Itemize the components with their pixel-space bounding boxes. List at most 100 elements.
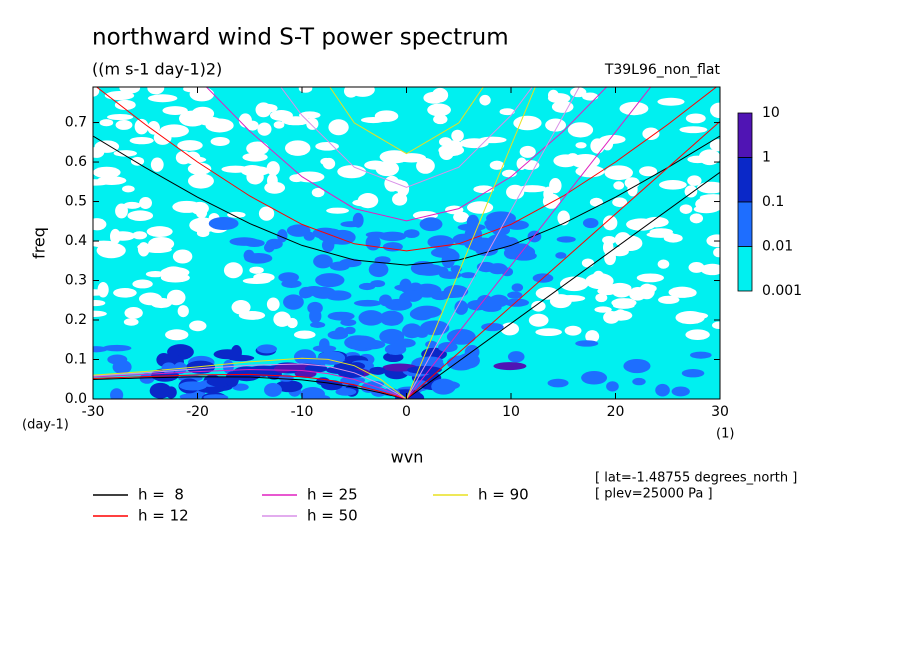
contour-blob — [300, 387, 326, 399]
contour-blob — [203, 394, 229, 399]
contour-blob — [404, 326, 422, 333]
contour-blob — [286, 317, 298, 329]
contour-blob — [299, 111, 321, 119]
contour-blob — [93, 240, 118, 248]
contour-blob — [655, 383, 670, 397]
contour-blob — [531, 300, 546, 312]
contour-blob — [626, 218, 657, 231]
contour-blob — [344, 335, 372, 350]
contour-blob — [604, 165, 633, 181]
contour-blob — [570, 87, 587, 98]
contour-blob — [657, 97, 685, 106]
contour-blob — [114, 99, 136, 111]
contour-blob — [93, 299, 106, 307]
contour-blob — [412, 305, 442, 319]
contour-blob — [172, 249, 193, 264]
contour-blob — [473, 185, 495, 194]
contour-blob — [340, 376, 366, 384]
contour-blob — [467, 201, 494, 214]
contour-field — [93, 87, 720, 399]
contour-blob — [460, 272, 476, 279]
contour-blob — [102, 344, 132, 352]
contour-blob — [709, 139, 720, 152]
legend-label: h = 25 — [307, 486, 358, 504]
dispersion-curve — [93, 135, 720, 266]
contour-blob — [257, 122, 272, 136]
contour-blob — [453, 211, 470, 223]
contour-blob — [110, 231, 136, 241]
contour-blob — [146, 226, 173, 238]
contour-blob — [130, 156, 145, 166]
contour-blob — [340, 221, 362, 228]
contour-blob — [145, 270, 165, 278]
contour-blob — [427, 235, 454, 249]
contour-blob — [549, 177, 562, 194]
contour-blob — [327, 311, 355, 321]
contour-blob — [681, 369, 705, 378]
dispersion-curve — [406, 87, 580, 399]
legend-label: h = 8 — [138, 486, 184, 504]
contour-blob — [545, 118, 567, 132]
colorbar-label: 1 — [762, 150, 771, 166]
contour-blob — [186, 360, 216, 374]
contour-blob — [710, 102, 720, 119]
contour-blob — [592, 270, 605, 286]
contour-blob — [340, 319, 357, 327]
contour-blob — [384, 343, 407, 355]
contour-blob — [687, 175, 702, 186]
dispersion-curve — [93, 376, 407, 399]
contour-blob — [556, 236, 576, 243]
contour-blob — [511, 283, 524, 292]
contour-blob — [281, 116, 311, 126]
contour-blob — [273, 311, 291, 327]
contour-blob — [99, 119, 114, 127]
contour-blob — [153, 383, 172, 398]
contour-blob — [675, 310, 705, 325]
colorbar-label: 0.01 — [762, 239, 793, 255]
contour-blob — [368, 262, 389, 278]
contour-blob — [275, 380, 303, 393]
contour-blob — [612, 287, 631, 298]
y-tick-label: 0.3 — [65, 273, 87, 289]
contour-blob — [685, 113, 706, 124]
contour-blob — [696, 181, 720, 194]
contour-blob — [459, 332, 475, 342]
contour-blob — [423, 91, 445, 104]
contour-blob — [504, 298, 530, 307]
contour-blob — [196, 206, 208, 219]
contour-blob — [315, 273, 345, 288]
contour-blob — [311, 187, 325, 198]
contour-blob — [506, 184, 525, 200]
contour-blob — [318, 231, 348, 243]
contour-blob — [613, 181, 625, 190]
contour-blob — [132, 231, 148, 240]
contour-blob — [138, 292, 162, 306]
contour-blob — [437, 341, 458, 353]
contour-blob — [229, 237, 259, 246]
curves — [93, 87, 720, 399]
contour-blob — [618, 235, 643, 251]
contour-blob — [436, 266, 449, 276]
contour-blob — [392, 192, 408, 206]
contour-blob — [507, 351, 525, 363]
colorbar-swatch — [737, 157, 753, 203]
contour-blob — [299, 286, 314, 298]
contour-blob — [264, 383, 282, 397]
contour-blob — [96, 176, 127, 185]
contour-blob — [582, 218, 599, 229]
contour-blob — [447, 250, 460, 262]
contour-blob — [706, 234, 720, 248]
contour-blob — [517, 185, 547, 193]
colorbar-swatch — [737, 246, 753, 292]
note: [ plev=25000 Pa ] — [595, 487, 713, 502]
contour-blob — [594, 306, 612, 313]
contour-blob — [612, 197, 628, 208]
contour-blob — [208, 216, 239, 231]
contour-blob — [309, 308, 322, 324]
contour-blob — [585, 330, 600, 343]
x-tick-label: 10 — [502, 404, 520, 420]
dispersion-curve — [93, 357, 407, 399]
contour-blob — [433, 114, 448, 125]
contour-blob — [210, 136, 230, 146]
